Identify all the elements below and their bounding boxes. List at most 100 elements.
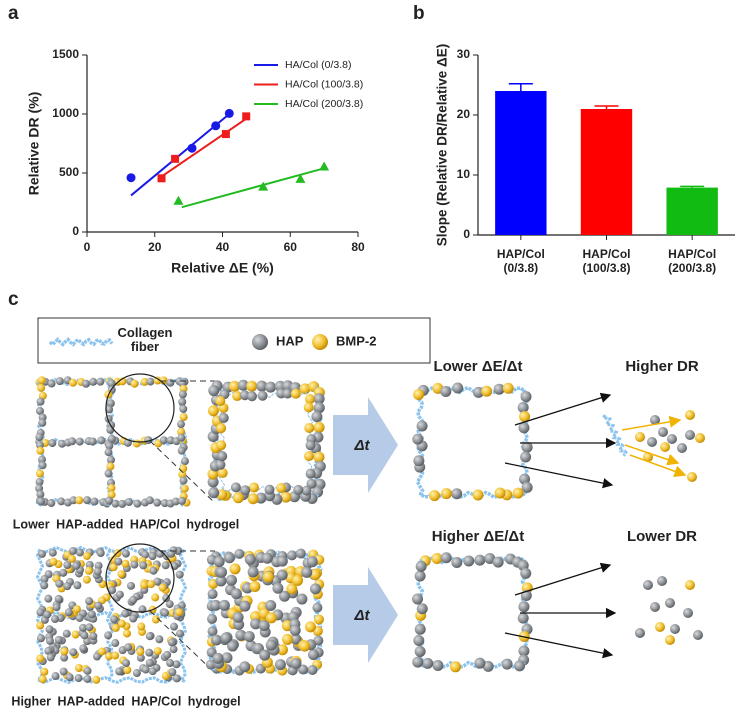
hap-particle — [493, 383, 505, 395]
hap-particle — [107, 379, 116, 388]
hap-particle — [159, 436, 168, 445]
legend-box — [37, 317, 431, 364]
bmp2-particle — [429, 490, 441, 502]
hap-particle — [520, 391, 532, 403]
y-tick-label: 1000 — [52, 106, 79, 120]
hap-particle — [85, 597, 94, 606]
hap-particle — [265, 639, 277, 651]
release-arrow — [514, 392, 612, 426]
y-tick-label: 500 — [59, 165, 79, 179]
x-tick-label: 60 — [284, 240, 298, 254]
x-tick-label: HAP/Col (100/3.8) — [582, 247, 630, 275]
x-tick-label: HAP/Col (0/3.8) — [497, 247, 545, 275]
hap-particle — [92, 652, 101, 661]
hap-particle — [225, 574, 237, 586]
bmp2-particle — [228, 380, 240, 392]
bmp2-particle — [519, 411, 531, 423]
hap-particle — [79, 644, 88, 653]
hap-particle — [121, 609, 130, 618]
bmp2-particle — [158, 583, 167, 592]
hap-particle — [87, 610, 96, 619]
hap-particle — [177, 433, 186, 442]
bmp2-particle — [121, 559, 130, 568]
caption: Lower HAP-added HAP/Col hydrogel — [13, 517, 239, 531]
hap-particle — [272, 582, 284, 594]
hap-particle — [104, 496, 113, 505]
hap-particle — [136, 653, 145, 662]
caption: Higher HAP-added HAP/Col hydrogel — [11, 694, 240, 708]
hap-particle — [451, 556, 463, 568]
hap-particle — [36, 490, 45, 499]
hap-particle — [160, 499, 169, 508]
y-tick-label: 10 — [457, 167, 471, 181]
point — [157, 174, 166, 183]
hap-particle — [265, 599, 277, 611]
bmp2-particle — [130, 379, 139, 388]
hap-particle — [667, 434, 677, 444]
hap-particle — [145, 496, 154, 505]
hap-particle — [208, 385, 220, 397]
hap-particle — [179, 404, 188, 413]
point — [224, 108, 234, 118]
hap-particle — [165, 600, 174, 609]
hap-particle — [126, 581, 135, 590]
point — [221, 130, 230, 139]
hap-particle — [239, 661, 251, 673]
hap-particle — [121, 549, 130, 558]
hap-particle — [59, 667, 68, 676]
bmp2-particle — [687, 472, 697, 482]
hap-particle — [107, 434, 116, 443]
hap-particle — [144, 436, 153, 445]
bmp2-particle — [137, 622, 146, 631]
hap-particle — [306, 556, 318, 568]
hap-particle — [413, 634, 425, 646]
hap-particle — [62, 629, 71, 638]
hap-particle — [286, 550, 297, 561]
x-tick-label: 40 — [216, 240, 230, 254]
bmp2-particle — [178, 470, 187, 479]
hap-particle — [40, 575, 49, 584]
rate-label: Higher ΔE/Δt — [432, 528, 524, 545]
legend-label: Collagen fiber — [118, 325, 173, 354]
hap-particle — [215, 459, 226, 470]
hap-particle — [172, 660, 181, 669]
hap-particle — [519, 473, 531, 485]
hap-particle — [683, 608, 693, 618]
hap-particle — [215, 575, 227, 587]
hap-particle — [250, 618, 262, 630]
bmp2-particle — [49, 557, 58, 566]
hap-particle — [57, 497, 66, 506]
bmp2-particle — [38, 675, 47, 684]
bmp2-particle — [111, 623, 120, 632]
bmp2-particle — [313, 451, 325, 463]
hap-particle — [518, 645, 530, 657]
bmp2-particle — [37, 376, 46, 385]
bmp2-arrow — [629, 454, 687, 478]
bmp2-particle — [286, 583, 298, 595]
x-tick-label: HAP/Col (200/3.8) — [668, 247, 716, 275]
hap-particle — [111, 499, 120, 508]
bmp2-particle — [655, 622, 665, 632]
hap-particle — [175, 570, 184, 579]
hap-particle — [96, 377, 105, 386]
hap-particle — [46, 636, 55, 645]
hap-particle — [313, 402, 325, 414]
hap-particle — [149, 566, 158, 575]
hap-particle — [83, 666, 92, 675]
hap-particle — [463, 555, 475, 567]
hap-particle — [416, 420, 428, 432]
hap-particle — [307, 665, 318, 676]
bmp2-particle — [249, 580, 261, 592]
hap-particle — [244, 554, 256, 566]
hap-particle — [276, 569, 288, 581]
hap-particle — [265, 381, 277, 393]
hap-particle — [298, 664, 309, 675]
hap-particle — [223, 552, 235, 564]
hap-particle — [482, 660, 494, 672]
bmp2-particle — [118, 377, 127, 386]
hap-particle — [47, 499, 56, 508]
bmp2-particle — [207, 405, 219, 417]
bmp2-particle — [35, 469, 44, 478]
hap-particle — [94, 561, 103, 570]
hap-particle — [96, 549, 105, 558]
